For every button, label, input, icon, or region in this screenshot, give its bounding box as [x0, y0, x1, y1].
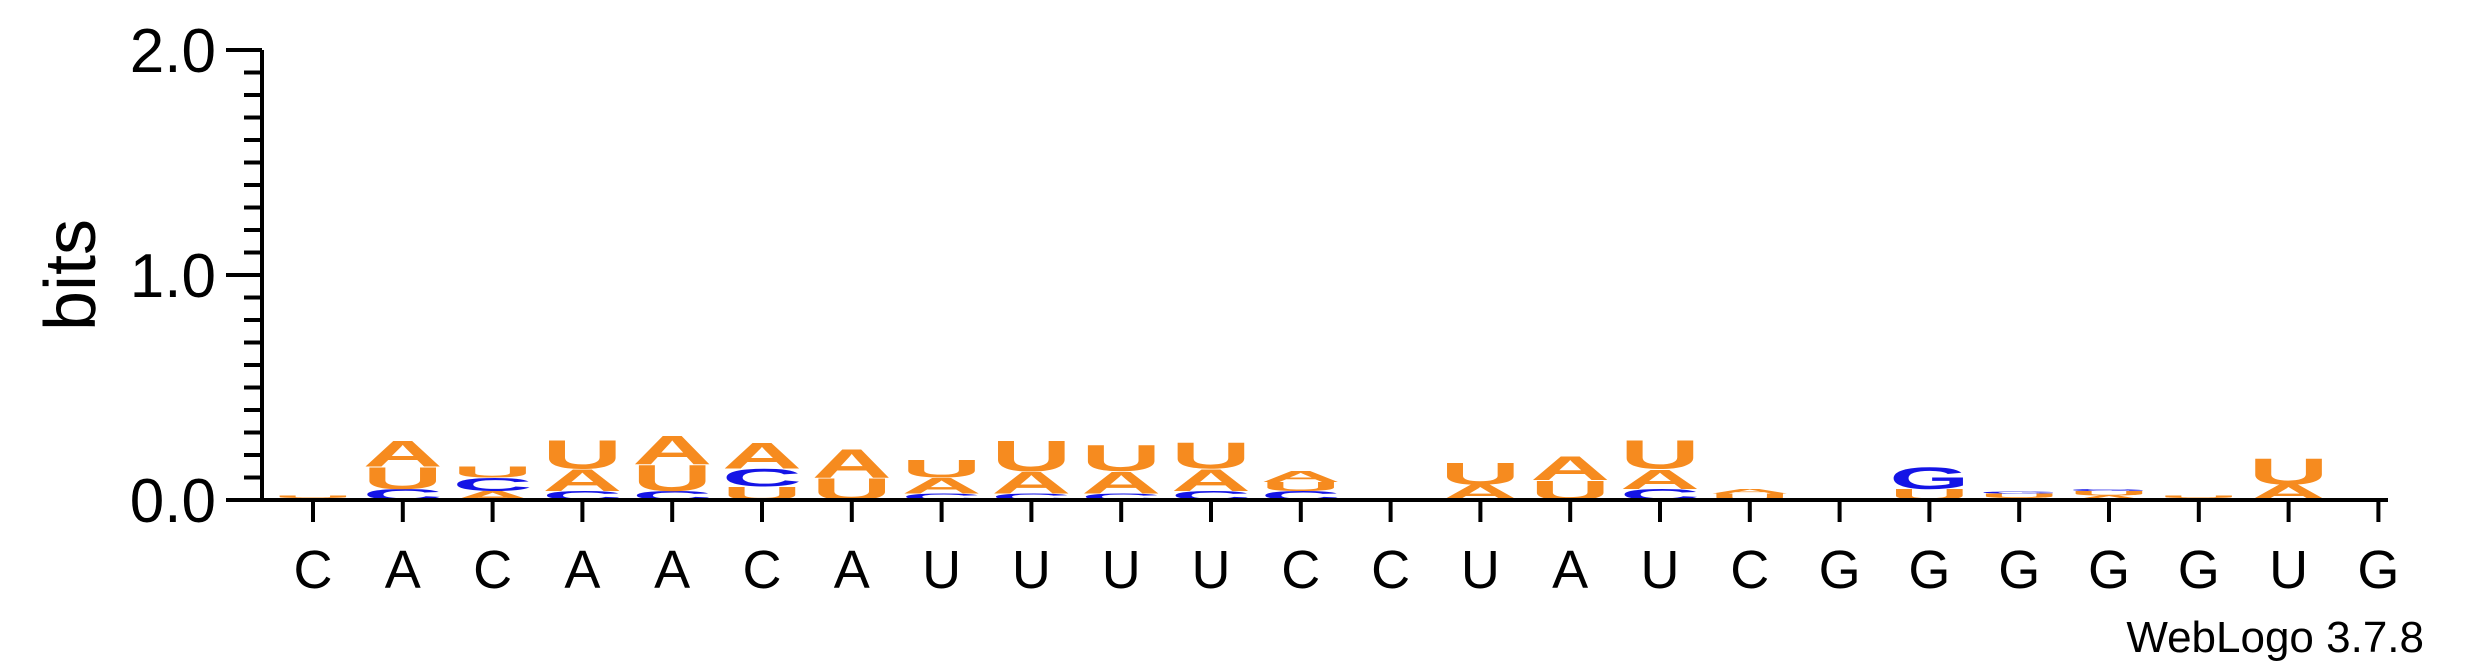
- logo-letter-a: A: [1710, 488, 1790, 495]
- x-tick-label: G: [1998, 540, 2040, 600]
- logo-letter-u: U: [1081, 437, 1161, 479]
- x-tick-label: A: [1552, 540, 1588, 600]
- x-tick-label: G: [1908, 540, 1950, 600]
- x-tick-label: C: [743, 540, 782, 600]
- x-tick-label: A: [654, 540, 690, 600]
- logo-letter-c: C: [722, 464, 802, 492]
- logo-letter-a: A: [902, 474, 982, 498]
- logo-letter-c: C: [991, 492, 1071, 502]
- logo-letter-a: A: [812, 440, 892, 486]
- y-tick-layer: 0.0 1.0 2.0: [130, 17, 262, 536]
- y-axis-label: bits: [31, 219, 111, 331]
- x-tick-label: U: [1641, 540, 1680, 600]
- logo-letter-u: U: [1620, 431, 1700, 477]
- x-tick-label: A: [564, 540, 600, 600]
- logo-letter-a: A: [632, 427, 712, 473]
- logo-letter-u: U: [1710, 492, 1790, 502]
- y-tick-label: 0.0: [130, 467, 216, 536]
- logo-letter-g: G: [2069, 488, 2149, 491]
- logo-letter-u: U: [2249, 450, 2329, 492]
- logo-letter-u: U: [2069, 490, 2149, 497]
- x-tick-label: C: [1730, 540, 1769, 600]
- logo-letter-u: U: [542, 431, 622, 477]
- x-tick-label: C: [473, 540, 512, 600]
- logo-letter-u: U: [632, 457, 712, 499]
- logo-letter-u: U: [902, 455, 982, 483]
- logo-letter-c: C: [902, 492, 982, 502]
- logo-letter-a: A: [2069, 494, 2149, 501]
- y-tick-label: 1.0: [130, 242, 216, 311]
- logo-letter-c: C: [453, 474, 533, 495]
- logo-letter-u: U: [1979, 492, 2059, 499]
- y-tick-label: 2.0: [130, 17, 216, 86]
- logo-letter-a: A: [1081, 465, 1161, 500]
- x-tick-label: C: [1371, 540, 1410, 600]
- x-tick-label: U: [2269, 540, 2308, 600]
- logo-letter-a: A: [1171, 463, 1251, 498]
- logo-letter-c: C: [1081, 492, 1161, 502]
- logo-letter-a: A: [722, 434, 802, 476]
- x-tick-label: G: [1819, 540, 1861, 600]
- logo-letter-a: A: [1530, 449, 1610, 487]
- weblogo-version: WebLogo 3.7.8: [2126, 613, 2424, 662]
- x-tick-label: C: [1281, 540, 1320, 600]
- logo-letter-g: G: [1889, 461, 1969, 496]
- x-tick-label: U: [1012, 540, 1051, 600]
- logo-letter-u: U: [453, 463, 533, 481]
- x-tick-label: A: [385, 540, 421, 600]
- x-tick-label: G: [2088, 540, 2130, 600]
- logo-letter-g: G: [1979, 490, 2059, 493]
- x-tick-label: U: [1461, 540, 1500, 600]
- logo-letter-a: A: [1261, 468, 1341, 486]
- logo-letter-a: A: [542, 463, 622, 498]
- logo-letter-u: U: [363, 461, 443, 496]
- x-tick-label: G: [2357, 540, 2399, 600]
- logo-letter-u: U: [2159, 495, 2239, 499]
- logo-glyph-layer: AUCUAACUCAUCUAUCAUACAUCAUCAUCAUCUAAUUACA…: [273, 427, 2329, 507]
- x-tick-label: C: [294, 540, 333, 600]
- logo-letter-u: U: [1171, 434, 1251, 476]
- logo-letter-a: A: [991, 465, 1071, 500]
- logo-letter-u: U: [1440, 456, 1520, 491]
- logo-letter-a: A: [1620, 464, 1700, 495]
- logo-letter-u: U: [991, 431, 1071, 480]
- logo-letter-u: U: [1261, 480, 1341, 494]
- x-tick-label: U: [1102, 540, 1141, 600]
- x-tick-label: G: [2178, 540, 2220, 600]
- x-tick-label: A: [834, 540, 870, 600]
- x-tick-label: U: [1192, 540, 1231, 600]
- logo-letter-u: U: [273, 495, 353, 499]
- x-tick-label: U: [922, 540, 961, 600]
- logo-letter-a: A: [363, 432, 443, 474]
